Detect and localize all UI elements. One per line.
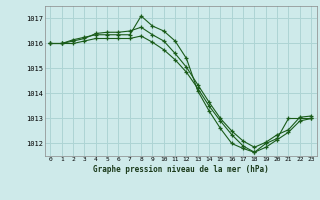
X-axis label: Graphe pression niveau de la mer (hPa): Graphe pression niveau de la mer (hPa) [93, 165, 269, 174]
